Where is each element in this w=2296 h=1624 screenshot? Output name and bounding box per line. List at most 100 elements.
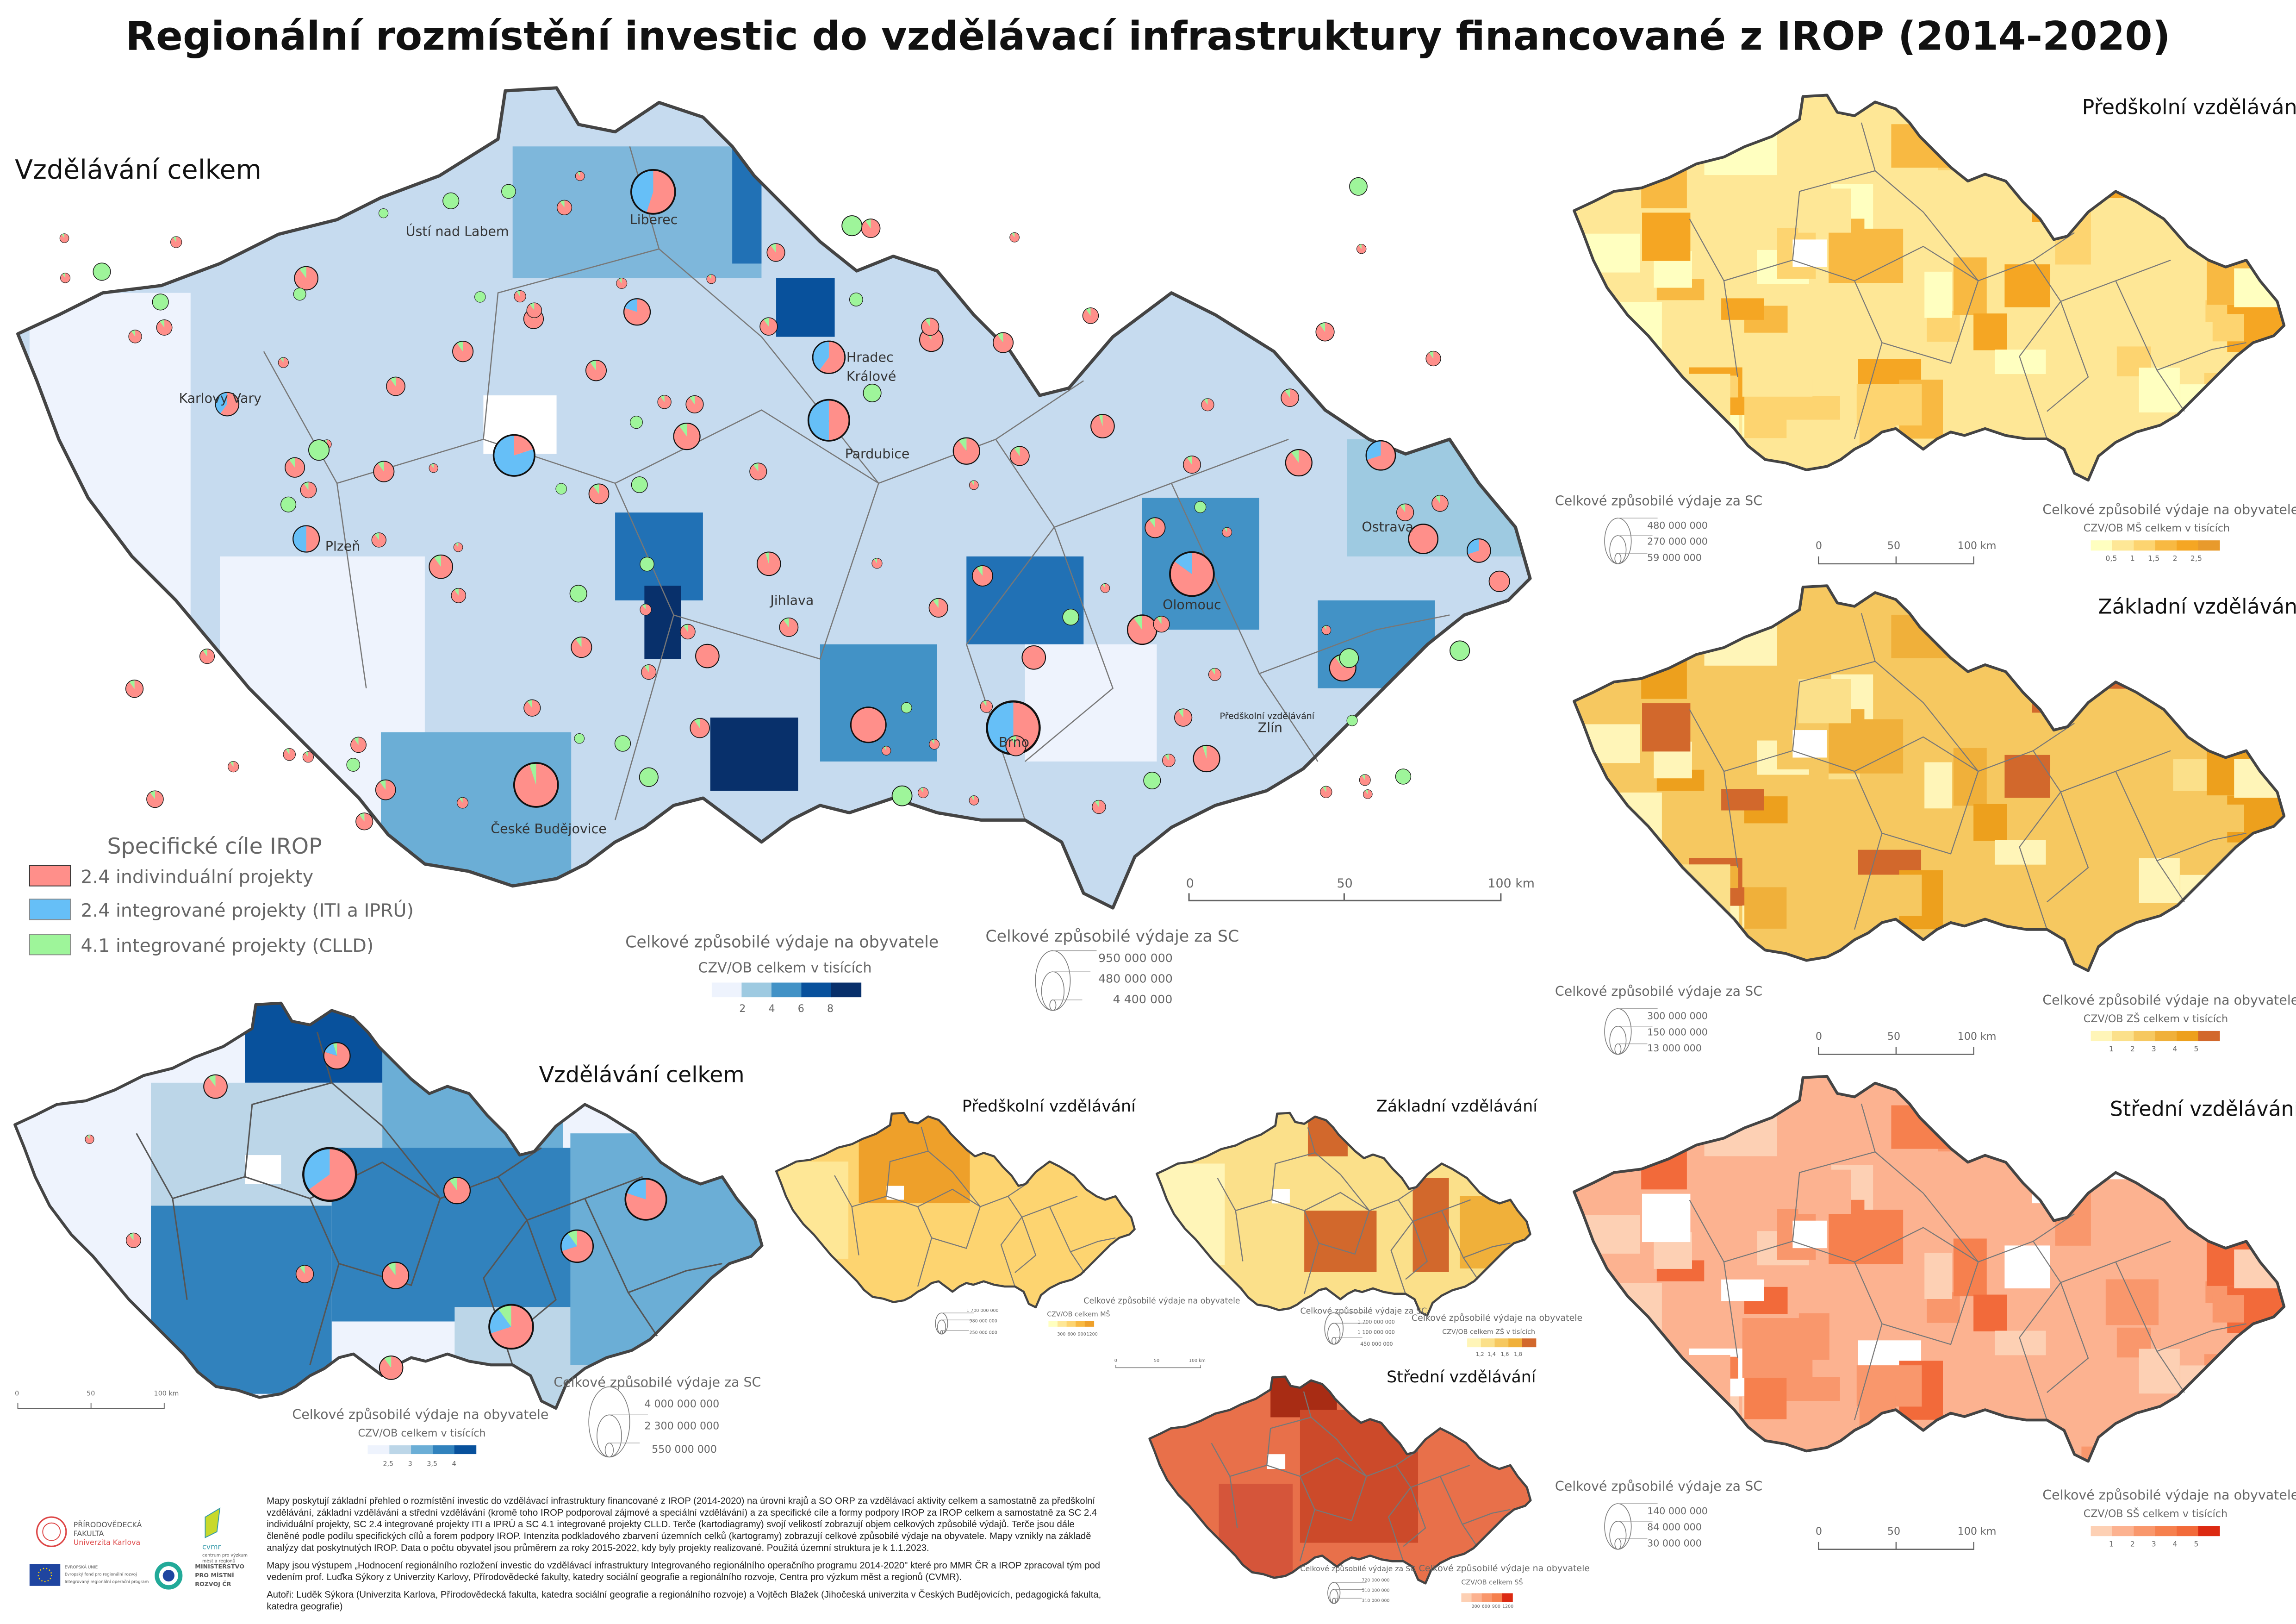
pie-slice	[429, 463, 438, 473]
pie-slice	[220, 392, 239, 416]
orp-region	[1798, 1169, 1851, 1214]
legend-text: 270 000 000	[1647, 536, 1708, 547]
ramp-class	[411, 1445, 433, 1455]
pie-symbol	[295, 1265, 314, 1283]
pie-slice	[624, 299, 651, 325]
pie-symbols	[59, 169, 1510, 831]
pie-symbol	[1208, 668, 1221, 681]
footer-text-line: vzdělávání, základní vzdělávání a středn…	[267, 1508, 1097, 1518]
pie-symbol	[850, 706, 887, 743]
orp-region	[2105, 1279, 2159, 1325]
pie-slice	[1086, 307, 1091, 316]
pie-symbol	[640, 556, 654, 572]
pie-symbol	[228, 761, 239, 773]
pie-slice	[62, 273, 66, 278]
legend-text: 100 km	[1958, 1031, 1997, 1043]
pie-slice	[920, 787, 923, 793]
orp-region	[1622, 871, 1672, 915]
orp-region	[1972, 595, 2016, 631]
orp-region	[1584, 724, 1640, 763]
pie-slice	[679, 423, 687, 437]
pie-slice	[457, 797, 468, 809]
poster-title: Regionální rozmístění investic do vzdělá…	[125, 14, 2170, 60]
pie-symbol	[346, 758, 361, 772]
legend-text: 150 000 000	[1647, 1026, 1708, 1037]
pie-slice	[372, 532, 386, 547]
pie-slice	[686, 395, 703, 413]
size-legend-circles	[1327, 1582, 1367, 1604]
label-text: MINISTERSTVO	[195, 1563, 244, 1570]
pie-slice	[355, 812, 373, 830]
pie-symbol	[921, 318, 940, 336]
city-label-pardubice: Pardubice	[845, 446, 910, 462]
pie-slice	[1359, 774, 1371, 786]
swatch-individual	[29, 865, 71, 887]
orp-region	[1973, 313, 2007, 350]
pie-symbol	[152, 294, 169, 311]
legend-text: 5	[2194, 1044, 2198, 1053]
legend-text: 3	[2152, 1044, 2156, 1053]
label-text: 6	[798, 1003, 804, 1015]
pie-slice	[354, 737, 359, 745]
label-text: CZV/OB celkem MŠ	[1047, 1310, 1110, 1318]
pie-slice	[215, 392, 227, 414]
label-text: 900	[1492, 1604, 1500, 1609]
legend-choropleth-main: Celkové způsobilé výdaje na obyvatele CZ…	[625, 933, 939, 1015]
orp-region	[1594, 1283, 1662, 1339]
pie-symbol	[560, 1229, 594, 1263]
legend-text: 30 000 000	[1647, 1537, 1702, 1549]
label-text: 4	[769, 1003, 775, 1015]
pie-symbol	[457, 797, 468, 809]
pie-slice	[379, 1356, 403, 1380]
orp-region	[2256, 711, 2284, 752]
pie-slice	[296, 1265, 314, 1283]
pie-slice	[1319, 323, 1325, 332]
pie-symbol	[429, 554, 453, 579]
orp-region	[2265, 1433, 2284, 1462]
pie-slice	[498, 1305, 511, 1327]
label-text: 250 000 000	[970, 1330, 997, 1336]
label-text: 510 000 000	[1362, 1588, 1389, 1593]
city-label-karlovy-vary: Karlovy Vary	[179, 391, 261, 406]
pie-symbol	[292, 525, 320, 553]
pie-slice	[983, 700, 987, 707]
label-text: cvmr	[202, 1543, 221, 1551]
pie-slice	[129, 1233, 134, 1241]
orp-region	[2004, 755, 2051, 798]
pie-slice	[1208, 668, 1221, 681]
ramp-class	[2091, 1526, 2113, 1537]
pie-slice	[1281, 389, 1299, 407]
label-text: Univerzita Karlova	[74, 1538, 140, 1547]
pie-symbol	[841, 215, 863, 237]
pie-symbol	[881, 746, 891, 756]
label-text: 8	[827, 1003, 834, 1015]
pie-symbol	[759, 317, 778, 336]
orp-region	[2281, 761, 2284, 806]
orp-region	[1929, 606, 1971, 647]
orp-region	[1638, 612, 1675, 645]
ramp-class	[1467, 1338, 1481, 1348]
footer-text-line: analýzy dat poskytnutých IROP. Data o po…	[267, 1543, 929, 1553]
label-text: Předškolní vzdělávání	[962, 1097, 1136, 1116]
pie-slice	[283, 748, 296, 761]
pie-symbol	[93, 262, 111, 281]
legend-text: 1	[2130, 554, 2135, 563]
orp-region	[2256, 220, 2284, 262]
pie-slice	[373, 461, 394, 482]
pie-slice	[1204, 398, 1208, 405]
legend-text: 100 km	[1958, 1525, 1997, 1537]
pie-slice	[1165, 754, 1169, 761]
pie-slice	[921, 318, 939, 336]
size-circle	[1041, 971, 1065, 1011]
legend-text: 13 000 000	[1647, 1043, 1702, 1054]
label-text: CZV/OB celkem ZŠ v tisících	[1442, 1328, 1535, 1336]
pie-symbol	[1281, 388, 1299, 407]
pie-symbol	[1349, 177, 1368, 196]
orp-region	[2208, 1209, 2248, 1240]
ramp-class	[2134, 1031, 2156, 1042]
ramp-class	[1494, 1338, 1509, 1348]
color-ramp	[367, 1445, 477, 1455]
pie-slice	[516, 290, 520, 297]
legend-goals: Specifické cíle IROP 2.4 indivinduální p…	[29, 834, 414, 956]
pie-slice	[1170, 552, 1214, 596]
